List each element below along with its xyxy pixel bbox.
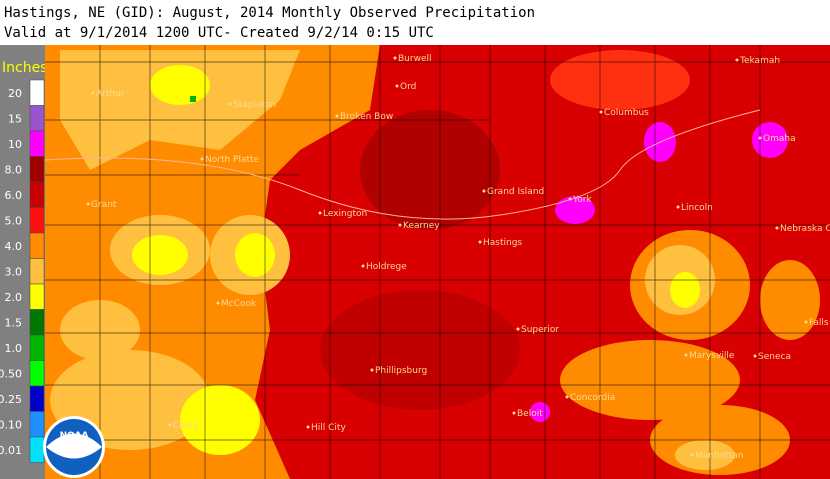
legend-label: 0.10 (0, 419, 22, 432)
legend-swatch (29, 181, 45, 208)
legend-label: 3.0 (5, 266, 23, 279)
legend-label: 0.01 (0, 444, 22, 457)
legend-label: 2.0 (5, 291, 23, 304)
city-label: Beloit (517, 409, 543, 419)
legend-swatch (29, 105, 45, 132)
city-label: Falls City (809, 318, 830, 328)
legend-swatch (29, 156, 45, 183)
city-label: Grand Island (487, 187, 544, 197)
city-dot (568, 197, 572, 201)
city-label: Arthur (96, 89, 125, 99)
legend-label: 0.25 (0, 393, 22, 406)
city-label: Lincoln (681, 203, 713, 213)
precip-map: Burwell Tekamah Arthur Ord Stapleton Broken B… (44, 45, 830, 479)
city-label: Superior (521, 325, 559, 335)
city-dot (370, 368, 374, 372)
legend-label: 5.0 (5, 215, 23, 228)
city-label: Lexington (323, 209, 367, 219)
legend-swatch (29, 411, 45, 438)
city-dot (306, 425, 310, 429)
legend-swatch (29, 283, 45, 310)
city-label: Seneca (758, 352, 791, 362)
legend-title: Inches (2, 60, 47, 76)
legend-swatch (29, 130, 45, 157)
city-label: Omaha (763, 134, 796, 144)
city-label: Marysville (689, 351, 735, 361)
city-dot (398, 223, 402, 227)
header-bg (0, 0, 830, 45)
city-dot (565, 395, 569, 399)
title: Hastings, NE (GID): August, 2014 Monthly… (4, 5, 535, 21)
city-dot (804, 320, 808, 324)
legend-swatch (29, 334, 45, 361)
city-dot (91, 91, 95, 95)
legend-label: 15 (8, 113, 22, 126)
city-dot (516, 327, 520, 331)
legend-swatch (29, 258, 45, 285)
legend-swatch (29, 232, 45, 259)
city-dot (512, 411, 516, 415)
city-label: Hastings (483, 238, 522, 248)
city-dot (335, 114, 339, 118)
city-dot (599, 110, 603, 114)
city-label: Hill City (311, 423, 346, 433)
legend-label: 20 (8, 87, 22, 100)
legend-swatch (29, 385, 45, 412)
legend-label: 1.5 (5, 317, 23, 330)
city-label: Nebraska City (780, 224, 830, 234)
city-dot (168, 423, 172, 427)
city-label: Columbus (604, 108, 649, 118)
city-label: Concordia (570, 393, 615, 403)
legend-label: 6.0 (5, 189, 23, 202)
city-label: Kearney (403, 221, 440, 231)
legend-label: 0.50 (0, 368, 22, 381)
city-label: Grant (91, 200, 117, 210)
noaa-logo: NOAA (43, 416, 105, 478)
city-dot (216, 301, 220, 305)
legend-label: 1.0 (5, 342, 23, 355)
city-label: Burwell (398, 54, 431, 64)
legend-swatch (29, 309, 45, 336)
city-dot (753, 354, 757, 358)
city-dot (318, 211, 322, 215)
city-label: Broken Bow (340, 112, 393, 122)
city-dot (758, 136, 762, 140)
subtitle: Valid at 9/1/2014 1200 UTC- Created 9/2/… (4, 25, 434, 41)
city-label: Stapleton (233, 100, 276, 110)
city-dot (735, 58, 739, 62)
legend-label: 8.0 (5, 164, 23, 177)
city-dot (393, 56, 397, 60)
city-dot (482, 189, 486, 193)
city-dot (86, 202, 90, 206)
city-label: Ord (400, 82, 416, 92)
city-label: Holdrege (366, 262, 407, 272)
city-label: York (572, 195, 593, 205)
legend-swatch (29, 360, 45, 387)
city-dot (690, 453, 694, 457)
city-dot (361, 264, 365, 268)
city-label: Phillipsburg (375, 366, 427, 376)
legend-swatch (29, 436, 45, 463)
legend-swatch (29, 207, 45, 234)
city-dot (684, 353, 688, 357)
city-dot (676, 205, 680, 209)
city-dot (775, 226, 779, 230)
city-label: Tekamah (739, 56, 780, 66)
city-dot (478, 240, 482, 244)
city-label: McCook (221, 299, 257, 309)
city-label: Manhattan (695, 451, 743, 461)
legend-label: 10 (8, 138, 22, 151)
svg-text:NOAA: NOAA (60, 431, 89, 441)
legend-swatch (29, 79, 45, 106)
city-dot (228, 102, 232, 106)
legend-label: 4.0 (5, 240, 23, 253)
city-label: Colby (173, 421, 199, 431)
city-label: North Platte (205, 155, 260, 165)
city-dot (395, 84, 399, 88)
city-dot (200, 157, 204, 161)
